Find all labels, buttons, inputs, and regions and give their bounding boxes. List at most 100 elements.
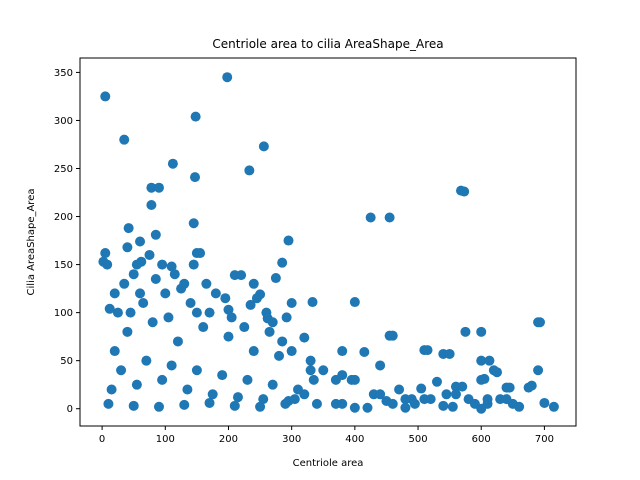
data-point [100,91,111,102]
data-point [191,307,202,318]
y-tick-label: 150 [54,260,73,271]
data-point [163,312,174,323]
data-point [204,307,215,318]
x-tick-label: 300 [282,434,301,445]
data-point [476,403,487,414]
data-point [185,298,196,309]
data-point [337,346,348,357]
data-point [479,373,490,384]
data-point [501,394,512,405]
data-point [188,259,199,270]
y-tick-label: 250 [54,164,73,175]
data-point [409,398,420,409]
data-point [441,389,452,400]
data-point [476,326,487,337]
data-point [337,370,348,381]
data-point [375,360,386,371]
data-point [457,381,468,392]
data-point [416,383,427,394]
data-point [394,384,405,395]
data-point [220,293,231,304]
data-point [438,400,449,411]
data-point [539,397,550,408]
data-point [251,293,262,304]
data-point [311,398,322,409]
data-point [286,346,297,357]
data-point [182,384,193,395]
data-point [109,288,120,299]
data-point [277,336,288,347]
data-point [492,367,503,378]
data-point [172,336,183,347]
data-point [169,269,180,280]
data-point [419,394,430,405]
data-point [280,398,291,409]
data-point [308,374,319,385]
data-point [147,317,158,328]
data-point [305,355,316,366]
data-point [191,365,202,376]
data-point [190,172,200,183]
data-points [98,72,559,414]
data-point [141,355,152,366]
data-point [102,259,113,270]
data-point [349,297,360,308]
data-point [270,273,281,284]
x-tick-label: 700 [535,434,554,445]
data-point [349,374,360,385]
data-point [122,242,133,253]
x-tick-label: 0 [99,434,105,445]
data-point [447,401,458,412]
y-tick-label: 200 [54,212,73,223]
data-point [534,317,545,328]
data-point [207,389,218,400]
data-point [109,346,120,357]
data-point [476,355,487,366]
data-point [195,248,206,259]
data-point [548,401,559,412]
data-point [119,278,130,289]
data-point [166,261,177,272]
data-point [286,298,297,309]
data-point [264,326,275,337]
data-point [123,223,134,234]
data-point [122,326,133,337]
data-point [283,235,294,246]
y-tick-label: 100 [54,308,73,319]
data-point [459,186,470,197]
data-point [281,312,292,323]
data-point [267,379,278,390]
data-point [103,398,114,409]
data-point [119,134,130,145]
data-point [533,365,544,376]
data-point [232,392,243,403]
data-point [201,278,212,289]
y-tick-label: 350 [54,68,73,79]
data-point [150,229,161,240]
data-point [422,345,433,356]
data-point [217,370,228,381]
data-point [160,288,171,299]
data-point [125,307,136,318]
data-point [179,399,190,410]
data-point [138,298,149,309]
y-tick-label: 0 [67,404,73,415]
data-point [248,278,259,289]
data-point [460,326,471,337]
x-tick-label: 500 [408,434,427,445]
data-point [236,270,247,281]
data-point [239,322,250,333]
data-point [384,212,395,223]
data-point [444,348,455,359]
y-tick-label: 300 [54,116,73,127]
data-point [210,288,221,299]
data-point [242,374,253,385]
data-point [484,355,495,366]
data-point [198,322,209,333]
data-point [245,299,256,310]
data-point [100,248,111,259]
data-point [176,283,187,294]
chart-title: Centriole area to cilia AreaShape_Area [212,37,443,51]
x-tick-label: 100 [156,434,175,445]
data-point [299,389,310,400]
